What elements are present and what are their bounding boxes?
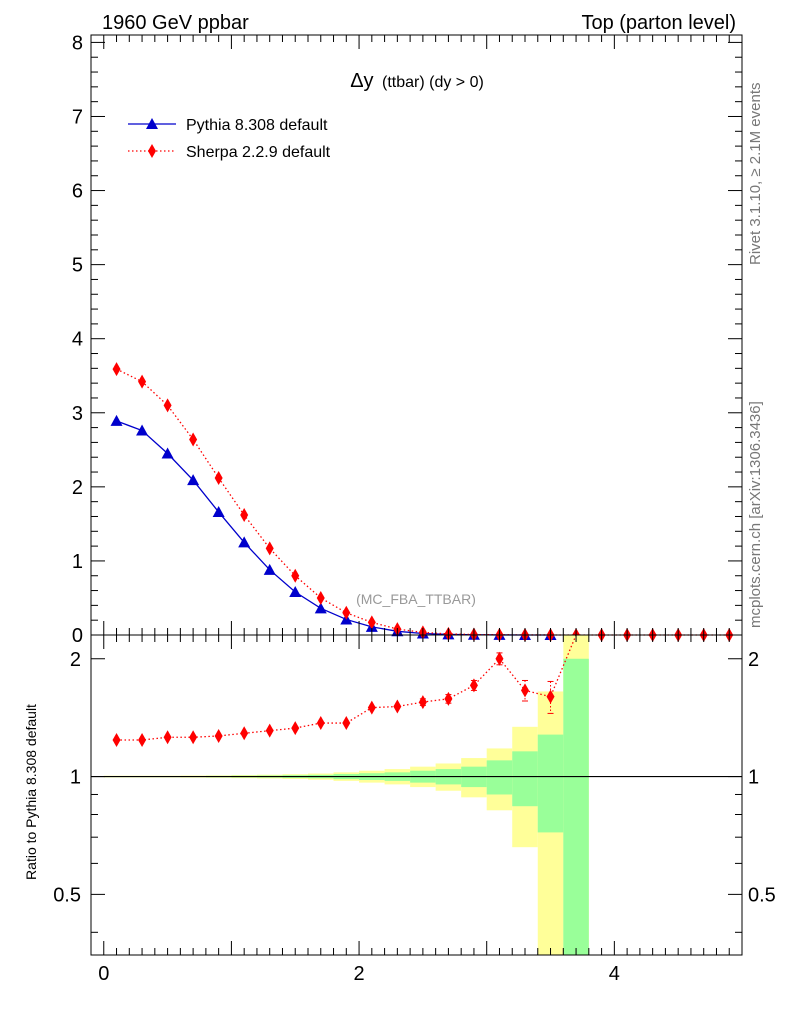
ratio-point-2 — [163, 730, 172, 745]
legend-sherpa-marker — [148, 144, 156, 158]
ratio-y-axis-label: Ratio to Pythia 8.308 default — [23, 704, 39, 880]
main-point-0-2 — [161, 447, 174, 459]
main-point-1-4 — [214, 470, 223, 485]
main-point-0-8 — [314, 602, 327, 614]
ratio-point-14 — [469, 678, 478, 693]
main-point-0-0 — [110, 414, 123, 426]
main-series-line-0 — [116, 420, 551, 636]
main-y-tick-label: 8 — [72, 32, 83, 54]
ratio-point-16 — [521, 683, 529, 698]
ratio-band-green-16 — [512, 751, 538, 807]
x-tick-label: 4 — [609, 963, 620, 985]
legend-sherpa-label: Sherpa 2.2.9 default — [186, 144, 331, 161]
ratio-tick-labels: 0.5 0.5 1 1 2 2 0 2 4 — [53, 649, 776, 985]
ratio-point-9 — [342, 716, 351, 731]
ratio-point-8 — [316, 716, 325, 731]
main-y-tick-label: 0 — [72, 625, 83, 647]
main-point-0-7 — [289, 586, 302, 598]
plot-title: Δy (ttbar) (dy > 0) — [350, 70, 484, 92]
main-point-1-10 — [367, 615, 376, 630]
main-point-1-2 — [163, 398, 172, 413]
legend-pythia-label: Pythia 8.308 default — [186, 117, 328, 134]
main-y-tick-label: 5 — [72, 255, 83, 277]
ratio-point-6 — [265, 723, 274, 738]
main-y-tick-label: 6 — [72, 181, 83, 203]
main-point-1-9 — [342, 605, 351, 620]
main-point-0-5 — [238, 536, 251, 548]
main-point-0-6 — [263, 563, 276, 575]
legend-pythia-marker — [146, 118, 158, 129]
header-process-label: Top (parton level) — [581, 12, 736, 34]
main-y-tick-label: 7 — [72, 106, 83, 128]
ratio-point-12 — [418, 695, 427, 710]
main-point-1-6 — [265, 541, 274, 556]
ratio-point-5 — [240, 726, 249, 741]
ratio-point-15 — [495, 651, 504, 666]
main-y-ticks — [91, 35, 742, 636]
main-point-1-5 — [240, 508, 249, 522]
ratio-panel: 0.5 0.5 1 1 2 2 0 2 4 — [53, 634, 776, 985]
main-y-tick-label: 2 — [72, 477, 83, 499]
main-point-0-1 — [136, 424, 149, 436]
ratio-band-green-17 — [537, 734, 564, 833]
main-point-1-0 — [112, 362, 121, 377]
mcplots-label: mcplots.cern.ch [arXiv:1306.3436] — [747, 401, 764, 628]
main-y-tick-label: 3 — [72, 403, 83, 425]
x-tick-label: 2 — [353, 963, 364, 985]
main-point-1-7 — [291, 568, 300, 583]
ratio-point-3 — [189, 730, 198, 745]
ratio-point-0 — [112, 733, 121, 748]
ratio-point-4 — [214, 728, 223, 743]
ratio-point-11 — [393, 699, 402, 714]
main-y-tick-label: 4 — [72, 329, 83, 351]
main-point-1-1 — [138, 374, 147, 389]
ratio-panel-frame — [90, 634, 743, 956]
ratio-point-17 — [546, 689, 555, 704]
ratio-point-1 — [138, 733, 147, 748]
ratio-point-13 — [444, 691, 453, 706]
ratio-band-green-18 — [563, 658, 589, 955]
ratio-point-10 — [367, 700, 376, 715]
ratio-y-tick-label-right: 1 — [748, 767, 759, 789]
main-y-tick-label: 1 — [72, 551, 83, 573]
main-point-1-8 — [316, 590, 325, 605]
x-tick-label: 0 — [98, 963, 109, 985]
main-y-tick-labels: 0 1 2 3 4 5 6 7 8 — [72, 32, 83, 647]
rivet-version-label: Rivet 3.1.10, ≥ 2.1M events — [747, 83, 764, 266]
main-point-0-3 — [187, 474, 200, 486]
ratio-point-7 — [291, 721, 300, 736]
ratio-y-tick-label-right: 2 — [748, 649, 759, 671]
ratio-y-tick-label-left: 1 — [70, 767, 81, 789]
ratio-y-tick-label-left: 2 — [70, 649, 81, 671]
analysis-annotation: (MC_FBA_TTBAR) — [356, 591, 476, 607]
ratio-y-tick-label-left: 0.5 — [53, 884, 81, 906]
plot-title-main: Δy — [350, 70, 373, 92]
main-point-0-4 — [212, 506, 225, 518]
main-panel: 0 1 2 3 4 5 6 7 8 Δy (ttbar) (dy > 0) (MC_FBA_TT… — [72, 32, 743, 647]
legend: Pythia 8.308 default Sherpa 2.2.9 defaul… — [128, 117, 331, 161]
ratio-ticks — [91, 635, 742, 955]
plot-title-sub: (ttbar) (dy > 0) — [382, 74, 484, 91]
header-energy-label: 1960 GeV ppbar — [102, 12, 249, 34]
main-point-1-3 — [189, 432, 198, 447]
ratio-y-tick-label-right: 0.5 — [748, 884, 776, 906]
ratio-band-green-15 — [486, 760, 513, 795]
